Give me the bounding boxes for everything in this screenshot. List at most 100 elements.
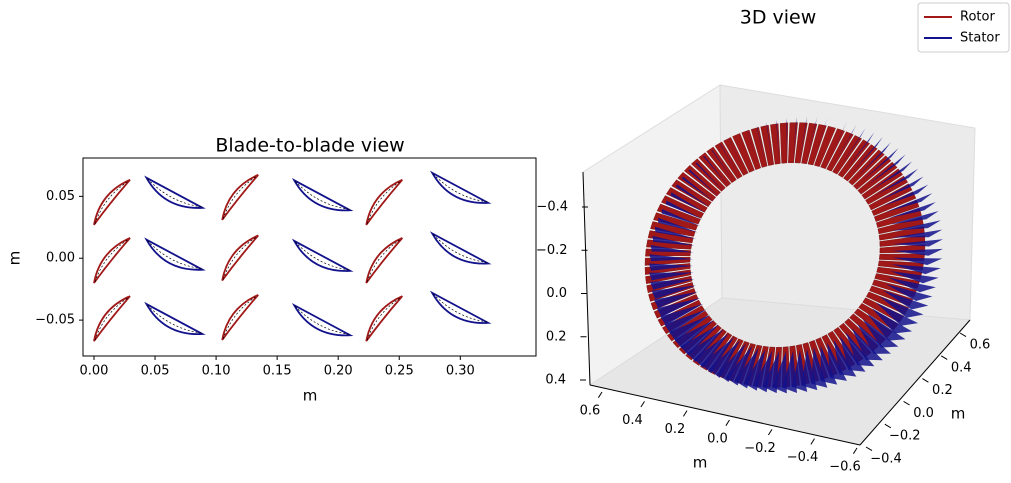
blade — [144, 237, 206, 271]
blade-outline — [429, 231, 492, 265]
rotor-blade — [665, 187, 708, 213]
stator-blade — [871, 161, 913, 190]
stator-blade — [725, 345, 753, 386]
x-axis-label: m — [693, 454, 708, 472]
blade — [365, 178, 403, 226]
x-tick-label: −0.4 — [787, 450, 819, 465]
stator-blade — [839, 336, 866, 372]
stator-blade — [661, 209, 701, 226]
rotor-blade — [779, 122, 789, 164]
stator-blade — [708, 340, 741, 378]
camber-line — [94, 296, 130, 341]
stator-blade — [885, 193, 933, 213]
z-tick-label: −0.2 — [536, 243, 568, 258]
stator-blade — [820, 345, 838, 385]
y-tick-label: 0.6 — [970, 338, 991, 353]
stator-blade — [656, 297, 701, 317]
camber-line — [432, 173, 488, 203]
stator-blade — [820, 119, 838, 161]
x-tick-label: 0.6 — [580, 404, 601, 419]
x-tick-label: 0.4 — [622, 413, 643, 428]
stator-blade — [892, 248, 943, 256]
stator-blade — [799, 116, 808, 159]
blade-outline — [221, 174, 259, 221]
stator-blade — [851, 136, 883, 173]
axis-line — [589, 384, 861, 446]
camber-line — [294, 306, 350, 335]
stator-blade — [719, 143, 741, 178]
blade — [291, 303, 354, 337]
stator-blade — [711, 149, 735, 182]
blade — [291, 238, 354, 272]
stator-blade — [670, 192, 707, 214]
stator-blade — [649, 263, 694, 271]
camber-line — [366, 180, 402, 224]
x-tick-label: 0.20 — [324, 364, 353, 379]
camber-line — [147, 240, 202, 270]
stator-blade — [867, 154, 906, 186]
rotor-blade — [750, 127, 768, 168]
blade-outline — [144, 237, 206, 271]
rotor-blade — [723, 137, 749, 176]
plot-frame — [82, 157, 537, 357]
stator-blade — [839, 128, 866, 167]
stator-blade — [888, 277, 936, 293]
rotor-blade — [760, 124, 774, 166]
y-tick — [884, 423, 892, 429]
y-tick-label: 0.0 — [913, 406, 934, 421]
stator-blade — [681, 176, 715, 202]
y-tick — [865, 446, 873, 452]
stator-blade — [766, 122, 773, 163]
stator-blade — [862, 148, 899, 181]
stator-blade — [885, 284, 933, 301]
blade-outline — [93, 295, 131, 342]
x-tick — [767, 429, 773, 436]
blade — [365, 237, 403, 284]
x-tick — [725, 419, 730, 426]
y-tick-label: 0.05 — [46, 189, 75, 204]
stator-blade — [891, 220, 941, 231]
x-tick-label: −0.2 — [744, 441, 776, 456]
x-tick-label: 0.25 — [385, 364, 414, 379]
y-tick — [922, 378, 929, 383]
z-tick-label: 0.4 — [545, 373, 566, 388]
y-tick-label: −0.4 — [870, 452, 902, 467]
stator-blade — [786, 118, 787, 160]
blade — [429, 170, 492, 204]
stator-blade — [892, 257, 943, 265]
blade — [429, 231, 492, 265]
camber-line — [294, 181, 350, 210]
camber-line — [366, 296, 402, 341]
stator-blade — [793, 117, 797, 159]
stator-blade — [693, 333, 729, 368]
stator-blade — [890, 210, 939, 225]
stator-blade — [867, 313, 906, 341]
camber-line — [222, 175, 258, 219]
y-tick-label: 0.2 — [932, 383, 953, 398]
stator-blade — [649, 272, 694, 281]
x-tick — [852, 447, 858, 454]
stator-blade — [892, 239, 943, 247]
stator-blade — [660, 303, 704, 326]
stator-blade — [882, 184, 929, 207]
stator-blade — [888, 201, 936, 219]
stator-blade — [680, 324, 719, 356]
legend-box — [917, 2, 1010, 53]
stator-blade — [728, 138, 747, 174]
x-tick-label: 0.2 — [665, 422, 686, 437]
blade — [93, 237, 131, 284]
stator-blade — [674, 320, 715, 349]
blade-outline — [221, 234, 259, 282]
x-tick-label: −0.6 — [829, 460, 861, 475]
blade-outline — [291, 303, 354, 337]
rotor-blade — [741, 129, 761, 170]
z-tick-label: 0.0 — [546, 286, 567, 301]
camber-line — [94, 180, 130, 224]
stator-blade — [651, 285, 696, 300]
y-tick — [940, 355, 948, 360]
blade-outline — [144, 301, 206, 335]
stator-blade — [686, 329, 724, 362]
stator-blade — [665, 200, 704, 220]
stator-blade — [845, 132, 875, 170]
stator-blade — [851, 328, 883, 361]
